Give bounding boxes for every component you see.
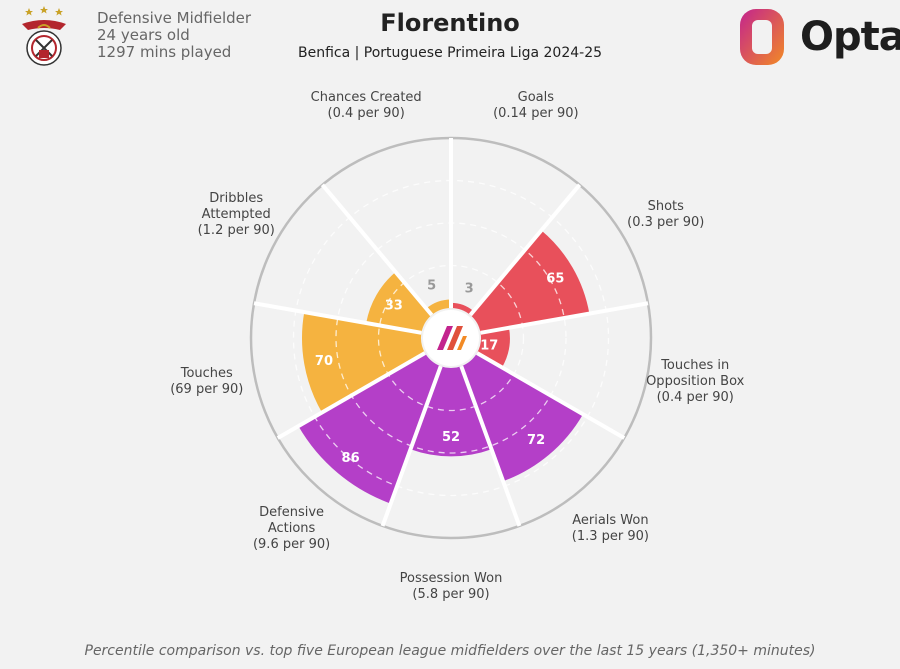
metric-label: Defensive Actions (9.6 per 90) bbox=[253, 505, 330, 552]
radar-separator bbox=[253, 301, 422, 335]
radar-bar bbox=[470, 230, 590, 333]
value-label: 65 bbox=[546, 271, 564, 286]
chart-title: Florentino bbox=[380, 9, 520, 37]
footnote: Percentile comparison vs. top five Europ… bbox=[84, 643, 816, 659]
player-position: Defensive Midfielder bbox=[97, 9, 252, 27]
value-label: 86 bbox=[342, 451, 360, 466]
radar-separator bbox=[459, 365, 522, 527]
radar-center bbox=[423, 310, 479, 366]
opta-wordmark: Opta bbox=[800, 14, 900, 60]
radar-separator bbox=[480, 301, 649, 335]
benfica-crest-icon bbox=[22, 6, 66, 66]
metric-label: Aerials Won (1.3 per 90) bbox=[572, 513, 649, 544]
metric-label: Shots (0.3 per 90) bbox=[627, 199, 704, 230]
value-label: 5 bbox=[427, 278, 436, 293]
opta-logo-icon bbox=[740, 9, 784, 65]
radar-bar bbox=[451, 302, 474, 316]
value-label: 70 bbox=[315, 354, 333, 369]
metric-label: Chances Created (0.4 per 90) bbox=[311, 90, 422, 121]
radar-bar bbox=[301, 312, 426, 413]
player-age: 24 years old bbox=[97, 26, 190, 44]
radar-bar bbox=[298, 353, 441, 504]
player-minutes: 1297 mins played bbox=[97, 43, 232, 61]
radar-separator bbox=[276, 351, 427, 440]
value-label: 72 bbox=[527, 433, 545, 448]
value-label: 17 bbox=[480, 338, 498, 353]
metric-label: Possession Won (5.8 per 90) bbox=[400, 571, 503, 602]
radar-separator bbox=[475, 351, 626, 440]
metric-label: Touches in Opposition Box (0.4 per 90) bbox=[646, 358, 745, 405]
radar-bar bbox=[410, 366, 492, 457]
metric-label: Dribbles Attempted (1.2 per 90) bbox=[198, 191, 275, 238]
opta-mark-icon bbox=[437, 326, 467, 350]
player-info: Defensive Midfielder 24 years old 1297 m… bbox=[97, 10, 251, 61]
value-label: 3 bbox=[465, 282, 474, 297]
radar-separator bbox=[468, 183, 582, 317]
radar-bar bbox=[366, 272, 432, 333]
metric-label: Touches (69 per 90) bbox=[170, 366, 243, 397]
value-label: 33 bbox=[385, 298, 403, 313]
radar-separator bbox=[380, 365, 443, 527]
radar-bar bbox=[426, 299, 451, 316]
radar-separator bbox=[320, 183, 434, 317]
value-label: 52 bbox=[442, 430, 460, 445]
metric-label: Goals (0.14 per 90) bbox=[493, 90, 579, 121]
chart-subtitle: Benfica | Portuguese Primeira Liga 2024-… bbox=[297, 45, 603, 61]
